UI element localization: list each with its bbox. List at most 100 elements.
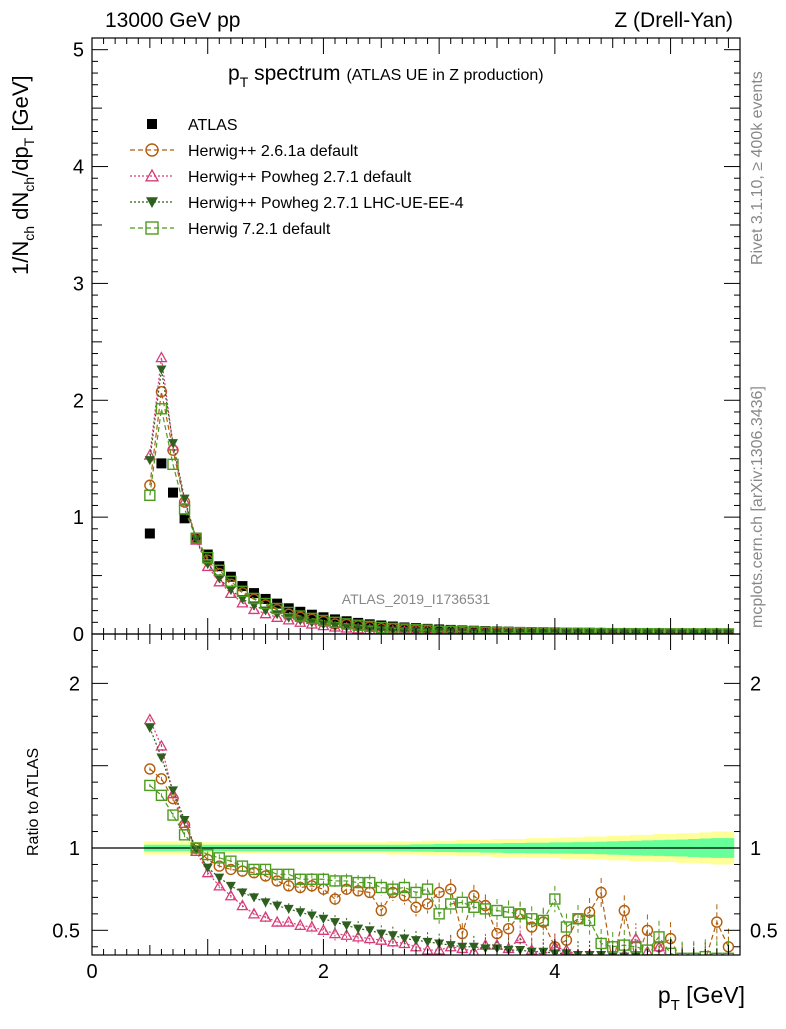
point-ratio-4-35: [549, 893, 561, 905]
point-top-4-13: [294, 610, 306, 622]
point-ratio-2-6: [213, 879, 226, 891]
point-ratio-4-6: [213, 852, 225, 864]
point-top-2-3: [178, 494, 191, 506]
x-axis-label: pT [GeV]: [658, 982, 745, 1014]
point-ratio-3-46: [677, 956, 687, 965]
y-tick-label-top: 2: [73, 390, 84, 412]
point-top-3-4: [191, 535, 202, 545]
point-ratio-2-43: [642, 945, 653, 955]
point-top-4-32: [514, 627, 526, 634]
point-top-3-11: [272, 610, 283, 620]
x-tick-label: 4: [549, 961, 560, 983]
point-ratio-3-19: [364, 926, 375, 936]
point-ratio-1-33: [526, 921, 538, 933]
point-ratio-2-17: [340, 928, 353, 940]
point-ratio-4-23: [410, 886, 422, 899]
point-ratio-4-32: [514, 908, 526, 920]
mcplots-label: mcplots.cern.ch [arXiv:1306.3436]: [749, 386, 766, 628]
point-ratio-4-39: [595, 937, 607, 950]
point-ratio-2-22: [398, 937, 411, 949]
point-ratio-4-2: [167, 809, 179, 821]
legend-label-3: Herwig++ Powheg 2.7.1 LHC-UE-EE-4: [188, 195, 464, 212]
point-ratio-2-48: [700, 962, 710, 971]
point-ratio-4-16: [329, 875, 341, 887]
legend-marker-4: [145, 221, 159, 235]
y-tick-label-top: 1: [73, 507, 84, 529]
point-ratio-1-48: [702, 954, 709, 955]
point-top-4-3: [178, 503, 191, 515]
point-ratio-3-12: [283, 904, 294, 914]
point-ratio-2-16: [328, 927, 342, 939]
point-top-0-17: [341, 616, 352, 627]
point-ratio-2-0: [143, 713, 156, 725]
point-ratio-1-1: [155, 773, 168, 785]
y-tick-label-ratio-right: 0.5: [750, 920, 778, 942]
process-label: Z (Drell-Yan): [614, 9, 733, 32]
point-ratio-4-38: [583, 914, 596, 927]
legend-marker-2: [144, 168, 160, 182]
x-tick-label: 2: [318, 961, 329, 983]
point-ratio-2-3: [178, 816, 191, 828]
point-top-4-1: [155, 403, 168, 415]
y-tick-label-ratio: 0.5: [52, 920, 80, 942]
point-top-4-23: [410, 624, 422, 634]
point-ratio-4-19: [364, 876, 376, 889]
point-ratio-2-28: [468, 945, 480, 955]
point-ratio-1-25: [433, 886, 445, 899]
point-ratio-4-34: [537, 914, 549, 927]
point-top-3-7: [225, 585, 236, 595]
point-ratio-3-21: [387, 931, 398, 941]
point-ratio-2-12: [282, 915, 295, 927]
point-ratio-3-45: [665, 954, 676, 955]
point-ratio-3-22: [399, 934, 410, 944]
point-top-2-1: [155, 351, 168, 363]
point-top-4-16: [329, 616, 341, 629]
point-ratio-2-5: [201, 866, 214, 878]
point-ratio-1-0: [144, 763, 156, 775]
point-top-4-7: [225, 575, 237, 588]
point-ratio-2-49: [712, 962, 722, 971]
point-ratio-4-29: [479, 903, 492, 915]
legend-label-4: Herwig 7.2.1 default: [188, 221, 331, 238]
y-tick-label-top: 3: [73, 273, 84, 295]
point-ratio-2-40: [608, 958, 618, 967]
point-ratio-3-4: [191, 845, 202, 855]
energy-label: 13000 GeV pp: [105, 9, 240, 32]
point-ratio-4-12: [283, 868, 295, 881]
point-top-4-10: [259, 597, 272, 610]
point-ratio-4-44: [653, 931, 665, 943]
point-ratio-4-20: [375, 881, 387, 894]
point-ratio-1-41: [618, 904, 630, 917]
point-ratio-4-13: [294, 873, 306, 885]
point-ratio-3-15: [318, 914, 329, 924]
point-ratio-1-11: [271, 875, 283, 887]
series-top-0: [144, 458, 734, 634]
point-top-3-0: [144, 456, 155, 466]
y-tick-label-ratio: 1: [69, 838, 80, 860]
point-ratio-3-11: [272, 901, 283, 911]
point-ratio-3-44: [654, 954, 664, 955]
point-top-2-6: [213, 575, 226, 587]
point-ratio-4-4: [190, 842, 202, 854]
point-ratio-2-2: [166, 787, 180, 799]
plot-title: pT spectrum (ATLAS UE in Z production): [228, 62, 544, 90]
point-ratio-3-47: [689, 956, 699, 965]
point-ratio-2-20: [375, 933, 388, 945]
point-top-4-6: [213, 564, 225, 576]
y-axis-label-ratio: Ratio to ATLAS: [25, 748, 42, 856]
point-ratio-1-47: [689, 960, 699, 970]
point-top-4-4: [190, 532, 202, 544]
point-ratio-2-18: [352, 930, 365, 942]
point-ratio-2-4: [190, 844, 203, 856]
axes: 0 2 4 0 1 2 3 4 5 0.5 0.5 1 1 2 2: [52, 37, 778, 983]
point-ratio-2-14: [305, 920, 318, 932]
point-top-0-12: [283, 603, 294, 614]
point-top-2-12: [282, 613, 295, 625]
point-top-2-9: [247, 603, 261, 615]
point-top-4-9: [248, 592, 260, 605]
point-top-3-8: [237, 595, 248, 605]
series-line-top-3: [149, 369, 729, 634]
point-ratio-2-21: [386, 935, 399, 947]
point-ratio-4-26: [445, 898, 457, 910]
